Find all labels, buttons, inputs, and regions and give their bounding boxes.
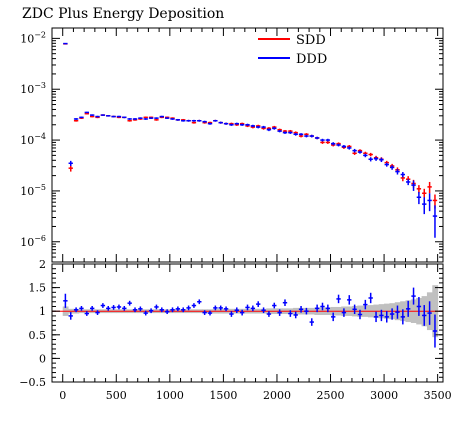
x-tick-label: 0	[59, 389, 66, 402]
ratio-y-tick-label: 1	[39, 305, 46, 318]
main-y-tick-label: 10−3	[20, 81, 46, 96]
chart-title: ZDC Plus Energy Deposition	[22, 6, 224, 22]
ratio-y-tick-label: −0.5	[19, 376, 46, 389]
legend-sdd-label: SDD	[296, 33, 326, 48]
legend: SDD DDD	[258, 33, 327, 67]
x-tick-label: 3000	[370, 389, 398, 402]
main-y-tick-label: 10−4	[20, 132, 46, 147]
x-tick-label: 500	[106, 389, 127, 402]
legend-ddd-label: DDD	[296, 52, 327, 67]
main-y-tick-label: 10−6	[20, 234, 46, 249]
ddd-series	[63, 42, 438, 238]
ratio-y-tick-label: 2	[39, 258, 46, 271]
main-y-tick-label: 10−2	[20, 30, 46, 45]
sdd-series	[63, 43, 438, 209]
ratio-y-tick-label: 1.5	[29, 282, 47, 295]
x-tick-label: 1000	[156, 389, 184, 402]
main-y-axis: 10−6 10−5 10−4 10−3 10−2	[20, 30, 443, 263]
ratio-plot-frame	[51, 263, 444, 383]
x-tick-label: 1500	[209, 389, 237, 402]
x-tick-label: 3500	[424, 389, 452, 402]
ratio-panel: −0.5 0 0.5 1 1.5 2 0 500 1000 1500 2000 2500 3000 35…	[19, 258, 451, 402]
ratio-y-tick-label: 0	[39, 352, 46, 365]
x-tick-label: 2500	[317, 389, 345, 402]
main-panel: 10−6 10−5 10−4 10−3 10−2 SDD DDD	[20, 27, 444, 263]
main-x-axis	[62, 28, 439, 262]
main-plot-frame	[51, 27, 444, 263]
main-y-tick-label: 10−5	[20, 183, 46, 198]
ratio-y-axis: −0.5 0 0.5 1 1.5 2	[19, 258, 443, 389]
x-tick-label: 2000	[263, 389, 291, 402]
ratio-points	[63, 287, 438, 348]
ratio-y-tick-label: 0.5	[29, 329, 47, 342]
ratio-x-axis: 0 500 1000 1500 2000 2500 3000 3500	[59, 264, 452, 402]
